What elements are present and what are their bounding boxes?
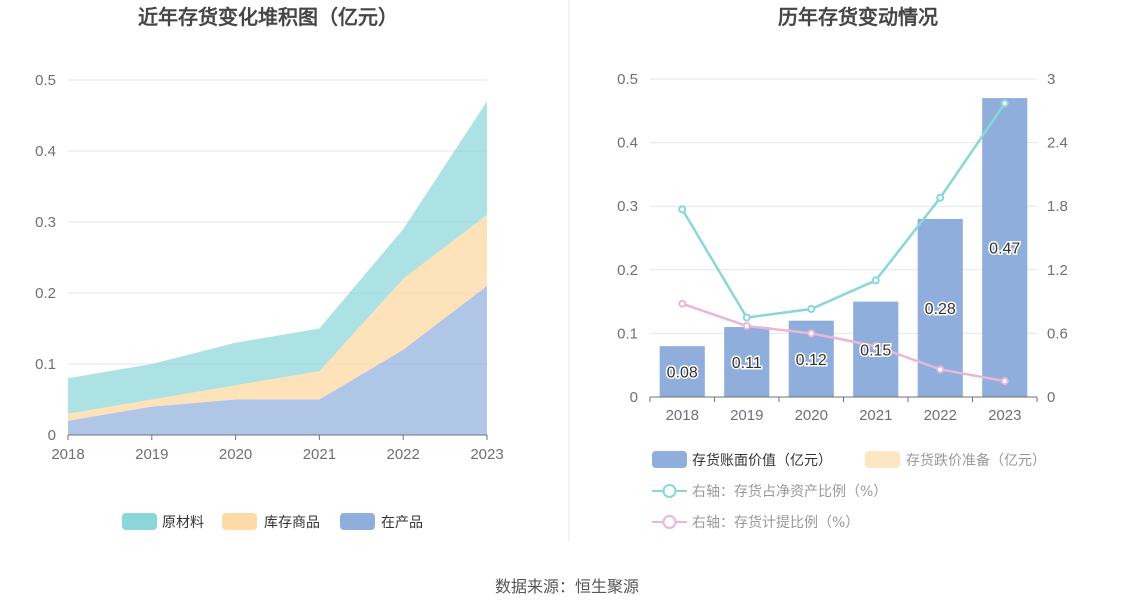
bar-value-label: 0.15	[860, 342, 891, 359]
right-x-tick-label: 2023	[988, 407, 1021, 424]
left-area-chart: 0 0.1 0.2 0.3 0.4 0.5 2018 2019 2020 2021 2022 2023	[35, 72, 504, 463]
left-x-tick-label: 2021	[303, 446, 336, 463]
left-x-tick-label: 2018	[51, 446, 84, 463]
point-line_net_asset_ratio	[1000, 99, 1009, 108]
bar-value-label: 0.47	[989, 241, 1020, 258]
point-line_net_asset_ratio	[871, 276, 880, 285]
point-line_provision_ratio	[678, 299, 687, 308]
left-chart-title: 近年存货变化堆积图（亿元）	[138, 5, 398, 29]
point-line_provision_ratio	[1000, 377, 1009, 386]
point-line_provision_ratio	[742, 321, 751, 330]
right-left-y-tick-label: 0.2	[617, 262, 638, 279]
area-wip	[68, 285, 487, 435]
right-right-y-tick-label: 3	[1047, 71, 1055, 88]
area-raw_material	[68, 101, 487, 414]
legend-swatch-wip	[340, 513, 375, 530]
right-left-y-tick-label: 0.5	[617, 71, 638, 88]
legend-swatch-finished-goods	[222, 513, 257, 530]
right-x-tick-label: 2022	[924, 407, 957, 424]
line-line_provision_ratio	[681, 302, 1005, 383]
right-x-tick-label: 2019	[730, 407, 763, 424]
right-right-y-tick-label: 0	[1047, 389, 1055, 406]
left-legend: 原材料 库存商品 在产品	[122, 513, 423, 531]
left-x-tick-label: 2020	[219, 446, 252, 463]
bar-value-label: 0.11	[732, 355, 762, 372]
point-line_net_asset_ratio	[807, 305, 816, 314]
right-x-tick-label: 2018	[666, 407, 699, 424]
legend-item-net-asset-ratio[interactable]: 右轴：存货占净资产比例（%）	[652, 483, 887, 500]
bar-book-value	[982, 98, 1028, 397]
legend-marker-provision-ratio	[662, 515, 677, 529]
legend-label-wip: 在产品	[381, 515, 423, 531]
legend-swatch-provision	[865, 451, 900, 468]
legend-label-finished-goods: 库存商品	[264, 515, 320, 531]
right-x-tick-label: 2020	[795, 407, 828, 424]
legend-item-raw-material[interactable]: 原材料	[122, 513, 204, 531]
right-legend: 存货账面价值（亿元） 存货跌价准备（亿元） 右轴：存货占净资产比例（%） 右轴：…	[652, 451, 1046, 531]
legend-label-raw-material: 原材料	[162, 515, 204, 531]
point-line_provision_ratio	[807, 329, 816, 338]
area-finished_goods	[68, 214, 487, 421]
left-x-tick-label: 2022	[387, 446, 420, 463]
legend-item-provision-ratio[interactable]: 右轴：存货计提比例（%）	[652, 514, 859, 531]
left-x-tick-label: 2019	[135, 446, 168, 463]
point-line_net_asset_ratio	[678, 205, 687, 214]
legend-item-finished-goods[interactable]: 库存商品	[222, 513, 320, 531]
legend-label-provision: 存货跌价准备（亿元）	[906, 452, 1046, 469]
right-x-tick-label: 2021	[859, 407, 892, 424]
bar-value-label: 0.28	[925, 301, 956, 318]
point-line_net_asset_ratio	[936, 193, 945, 202]
left-y-tick-label: 0.1	[35, 356, 56, 373]
left-y-tick-label: 0.3	[35, 214, 56, 231]
right-chart-title: 历年存货变动情况	[778, 5, 938, 29]
legend-swatch-raw-material	[122, 513, 157, 530]
left-x-tick-label: 2023	[470, 446, 503, 463]
left-y-tick-label: 0	[48, 427, 56, 444]
point-line_provision_ratio	[936, 365, 945, 374]
legend-marker-net-asset-ratio	[662, 484, 677, 498]
bar-value-label: 0.12	[796, 352, 827, 369]
point-line_net_asset_ratio	[742, 313, 751, 322]
right-right-y-tick-label: 1.8	[1047, 198, 1068, 215]
source-note: 数据来源：恒生聚源	[495, 577, 639, 596]
bar-book-value	[724, 327, 770, 397]
right-right-y-tick-label: 2.4	[1047, 135, 1068, 152]
right-left-y-tick-label: 0.1	[617, 325, 638, 342]
left-y-tick-label: 0.2	[35, 285, 56, 302]
right-left-y-tick-label: 0	[630, 389, 638, 406]
legend-item-wip[interactable]: 在产品	[340, 513, 423, 531]
line-line_net_asset_ratio	[681, 102, 1006, 319]
bar-value-label: 0.08	[667, 365, 698, 382]
right-right-y-tick-label: 0.6	[1047, 325, 1068, 342]
legend-label-provision-ratio: 右轴：存货计提比例（%）	[692, 514, 859, 531]
legend-item-book-value[interactable]: 存货账面价值（亿元）	[652, 451, 832, 469]
legend-label-book-value: 存货账面价值（亿元）	[692, 452, 832, 469]
legend-swatch-book-value	[652, 451, 687, 468]
legend-item-provision[interactable]: 存货跌价准备（亿元）	[865, 451, 1046, 469]
right-left-y-tick-label: 0.3	[617, 198, 638, 215]
bar-book-value	[659, 346, 705, 397]
right-right-y-tick-label: 1.2	[1047, 262, 1068, 279]
point-line_provision_ratio	[871, 342, 880, 351]
legend-label-net-asset-ratio: 右轴：存货占净资产比例（%）	[692, 483, 887, 500]
left-y-tick-label: 0.5	[35, 72, 56, 89]
right-left-y-tick-label: 0.4	[617, 135, 638, 152]
left-y-tick-label: 0.4	[35, 143, 56, 160]
right-bar-line-chart: 0 0.1 0.2 0.3 0.4 0.5 0 0.6 1.2 1.8 2.4 3 2018 2019 20…	[617, 71, 1068, 424]
